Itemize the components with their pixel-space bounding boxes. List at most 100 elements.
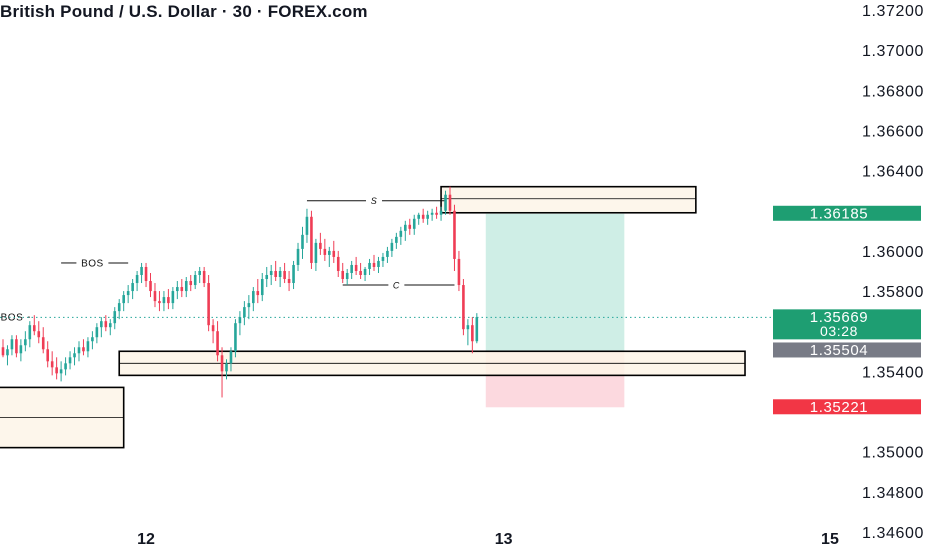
candle-19 [86,337,90,358]
candle-body [395,236,398,243]
candle-46 [207,275,210,332]
candle-body [399,230,403,237]
candle-85 [381,252,385,267]
candle-body [41,337,45,350]
candle-64 [287,270,291,292]
candle-58 [260,272,264,302]
candle-34 [153,283,157,308]
candle-body [238,317,242,324]
candle-body [301,234,304,249]
candle-body [345,272,349,280]
candle-body [15,339,18,354]
candle-body [104,321,108,328]
candle-body [310,216,313,263]
last-price-badge-sublabel: 03:28 [820,323,858,339]
y-tick-label-6: 1.35800 [862,284,924,301]
candle-body [439,210,443,215]
candle-body [140,266,143,275]
candle-body [386,250,389,257]
stop-price-badge-label: 1.35221 [810,399,868,416]
candle-103 [462,279,465,336]
candle-72 [323,238,327,261]
candle-body [256,291,260,296]
candle-30 [135,270,139,292]
y-tick-label-10: 1.34600 [862,525,924,542]
take-profit-area[interactable] [485,213,625,351]
candle-100 [448,186,452,215]
candle-105 [471,317,474,354]
candle-75 [336,250,340,278]
supply-zone-upper[interactable] [440,185,697,214]
candle-23 [104,315,108,332]
price-axis[interactable]: 1.37200 1.37000 1.36800 1.36600 1.36400 1.360… [862,3,924,542]
stop-price-badge: 1.35221 [773,399,921,416]
candle-92 [412,214,416,235]
candle-41 [184,277,188,298]
time-axis[interactable]: 12 13 15 [137,531,839,548]
candle-89 [399,226,403,245]
candle-60 [269,264,273,286]
candle-53 [238,311,242,336]
candle-97 [435,206,438,219]
candle-77 [345,268,349,286]
candle-33 [149,272,152,298]
candle-body [77,347,81,354]
entry-price-badge: 1.35504 [773,342,921,359]
candle-body [193,275,197,286]
candle-37 [167,289,170,310]
candle-body [6,349,9,356]
candle-98 [439,206,443,221]
candle-body [202,270,206,284]
candle-body [225,363,228,372]
candle-body [64,363,67,370]
candle-11 [50,351,54,376]
candle-104 [466,319,470,346]
candle-78 [350,260,353,280]
candle-68 [305,208,309,243]
candle-body [260,279,264,296]
candle-body [332,250,336,257]
candle-body [350,264,353,273]
candle-63 [283,262,286,284]
candle-59 [265,266,269,288]
candle-body [162,297,166,304]
candle-body [19,345,23,354]
candle-body [59,369,63,374]
candle-body [37,331,41,338]
candle-51 [229,347,233,372]
level-label-3: C [393,281,400,291]
x-tick-label-2: 15 [821,531,839,548]
candle-2 [10,335,14,356]
candle-body [50,361,54,368]
candle-body [113,311,117,324]
candle-96 [430,208,434,221]
candle-29 [131,279,134,300]
candle-body [229,351,233,364]
candle-body [91,337,94,342]
candle-body [234,323,237,352]
candle-body [323,248,327,255]
candle-body [171,291,175,304]
candle-body [475,317,479,342]
candle-body [354,264,358,271]
candle-body [86,341,90,352]
candle-44 [198,266,201,284]
candle-body [167,297,170,304]
candle-36 [162,291,166,312]
position-tool[interactable] [485,213,625,408]
candle-body [417,214,421,219]
candle-20 [91,331,94,350]
target-price-badge-label: 1.36185 [810,205,868,222]
chart-title: British Pound / U.S. Dollar · 30 · FOREX… [0,2,368,21]
candle-32 [144,262,148,288]
x-tick-label-1: 13 [495,531,513,548]
candle-50 [225,359,228,380]
candle-body [314,242,318,263]
candle-56 [252,287,255,312]
candle-55 [247,295,251,320]
candle-body [207,283,210,326]
candle-body [216,331,219,356]
